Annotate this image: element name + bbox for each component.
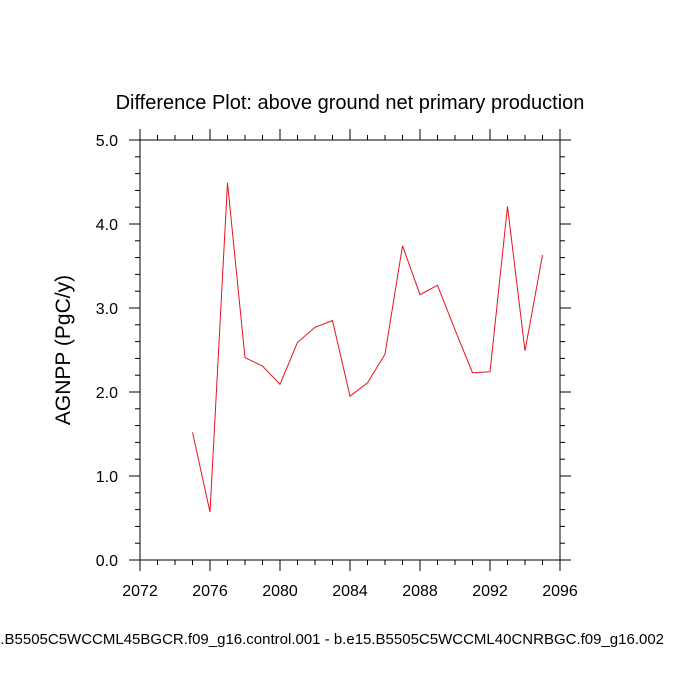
y-axis-label: AGNPP (PgC/y) [52, 275, 75, 425]
x-tick-label: 2092 [472, 583, 508, 600]
plot-frame [139, 139, 561, 561]
y-tick-label: 4.0 [96, 217, 118, 234]
y-tick-label: 0.0 [96, 553, 118, 570]
axis-ticks [129, 129, 571, 571]
chart-title: Difference Plot: above ground net primar… [116, 92, 585, 114]
y-tick-label: 2.0 [96, 385, 118, 402]
x-tick-label: 2080 [262, 583, 298, 600]
x-tick-label: 2088 [402, 583, 438, 600]
x-tick-label: 2072 [122, 583, 158, 600]
x-axis-label: 5.B5505C5WCCML45BGCR.f09_g16.control.001… [0, 631, 664, 648]
series-group [192, 182, 543, 513]
x-tick-label: 2076 [192, 583, 228, 600]
y-tick-label: 3.0 [96, 301, 118, 318]
axis-tick-labels: 2072 2076 2080 2084 2088 2092 2096 0.0 1.0 2.0 3.0… [96, 133, 578, 600]
y-tick-label: 1.0 [96, 469, 118, 486]
x-tick-label: 2084 [332, 583, 368, 600]
y-tick-label: 5.0 [96, 133, 118, 150]
x-tick-label: 2096 [542, 583, 578, 600]
series-line [192, 182, 543, 513]
